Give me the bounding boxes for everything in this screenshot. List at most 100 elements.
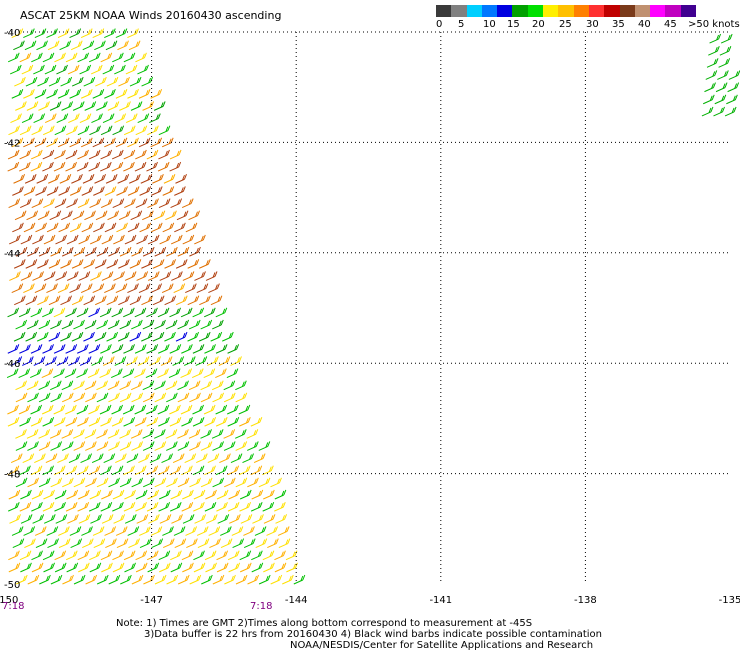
lon-label: -144 — [285, 595, 308, 606]
wind-barb — [24, 40, 37, 51]
wind-barb — [125, 64, 138, 75]
wind-barb — [37, 210, 50, 221]
legend-color-bar — [436, 5, 697, 17]
wind-barb — [92, 89, 105, 99]
wind-barb — [247, 574, 260, 585]
wind-barb — [31, 52, 43, 63]
wind-barb — [116, 186, 128, 196]
wind-barb — [34, 283, 47, 294]
wind-barb — [84, 380, 97, 391]
wind-barb — [164, 331, 176, 342]
wind-barb — [253, 453, 266, 464]
wind-barb — [20, 489, 32, 500]
wind-barb — [48, 76, 61, 87]
wind-barb — [50, 477, 63, 488]
wind-barb — [80, 283, 93, 294]
lon-label: -138 — [574, 595, 597, 606]
wind-barb — [135, 562, 148, 573]
wind-barb — [89, 234, 102, 245]
wind-barb — [108, 441, 120, 451]
wind-barb — [212, 477, 225, 488]
wind-barb — [7, 149, 20, 160]
wind-barb — [199, 259, 211, 269]
wind-barb — [84, 429, 97, 439]
wind-barb — [107, 101, 120, 111]
wind-barb — [21, 113, 34, 123]
legend-swatch — [634, 5, 651, 17]
wind-barb — [8, 562, 21, 573]
wind-barb — [198, 331, 211, 342]
wind-barb — [88, 465, 101, 476]
wind-barb — [111, 416, 124, 427]
wind-barb — [117, 40, 129, 51]
wind-barb — [128, 40, 141, 51]
wind-barb — [208, 283, 220, 294]
wind-barb — [34, 28, 47, 38]
wind-barb — [36, 331, 49, 342]
wind-barb — [93, 222, 105, 233]
wind-barb — [165, 429, 178, 439]
wind-barb — [81, 186, 94, 196]
wind-barb — [141, 331, 153, 342]
wind-barb — [59, 174, 72, 184]
wind-barb — [239, 489, 252, 500]
wind-barb — [103, 453, 116, 464]
wind-barb — [96, 574, 109, 585]
wind-barb — [160, 356, 173, 366]
wind-barb — [54, 149, 66, 160]
wind-barb — [82, 174, 95, 184]
wind-barb — [199, 295, 211, 306]
wind-barb — [165, 319, 178, 330]
wind-barb — [15, 101, 27, 111]
wind-barb — [228, 489, 241, 500]
wind-barb — [720, 33, 733, 44]
wind-barb — [12, 186, 24, 196]
wind-barb — [715, 82, 728, 93]
wind-barb — [154, 477, 167, 488]
wind-barb — [53, 416, 66, 427]
wind-barb — [147, 125, 159, 136]
wind-barb — [99, 161, 112, 172]
wind-barb — [270, 477, 282, 488]
wind-barb — [68, 356, 80, 366]
wind-barb — [114, 356, 127, 366]
wind-barb — [255, 538, 268, 549]
wind-barb — [123, 52, 136, 63]
wind-barb — [162, 526, 174, 536]
wind-barb — [107, 210, 120, 221]
wind-barb — [103, 356, 115, 366]
wind-barb — [65, 344, 78, 354]
wind-barb — [93, 538, 106, 549]
wind-barb — [73, 441, 86, 451]
wind-barb — [8, 550, 20, 561]
wind-barb — [275, 514, 288, 524]
wind-barb — [9, 514, 21, 524]
wind-barb — [66, 271, 79, 281]
wind-barb — [266, 526, 278, 536]
lat-label: -44 — [4, 249, 20, 260]
wind-barb — [48, 174, 60, 184]
wind-barb — [251, 489, 264, 500]
wind-barb — [94, 331, 107, 342]
wind-barb — [31, 550, 43, 561]
wind-barb — [89, 125, 101, 136]
wind-barb — [19, 465, 31, 476]
wind-barb — [43, 198, 55, 208]
wind-barb — [65, 416, 78, 427]
wind-barb — [239, 501, 252, 512]
wind-barb — [46, 283, 58, 294]
wind-barb — [18, 404, 31, 415]
wind-barb — [100, 501, 113, 512]
wind-barb — [177, 441, 190, 451]
wind-barb — [176, 210, 189, 221]
wind-barb — [258, 441, 271, 451]
wind-barb — [192, 465, 205, 476]
wind-barb — [79, 64, 92, 75]
wind-barb — [219, 453, 231, 464]
wind-barb — [19, 550, 32, 561]
wind-barb — [123, 550, 136, 561]
wind-barb — [115, 137, 128, 148]
wind-barb — [15, 380, 27, 391]
wind-barb — [55, 234, 67, 245]
